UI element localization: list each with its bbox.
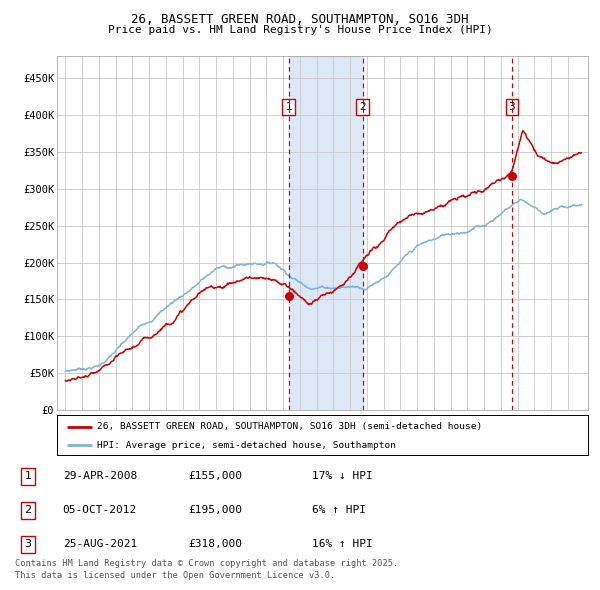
Text: 2: 2 xyxy=(359,103,366,112)
Text: 25-AUG-2021: 25-AUG-2021 xyxy=(62,539,137,549)
Text: 1: 1 xyxy=(25,471,32,481)
Bar xyxy=(289,56,363,410)
Text: Contains HM Land Registry data © Crown copyright and database right 2025.: Contains HM Land Registry data © Crown c… xyxy=(15,559,398,568)
Text: £155,000: £155,000 xyxy=(188,471,242,481)
Text: 26, BASSETT GREEN ROAD, SOUTHAMPTON, SO16 3DH (semi-detached house): 26, BASSETT GREEN ROAD, SOUTHAMPTON, SO1… xyxy=(97,422,482,431)
Text: 3: 3 xyxy=(508,103,515,112)
Text: 2: 2 xyxy=(25,505,32,515)
Text: This data is licensed under the Open Government Licence v3.0.: This data is licensed under the Open Gov… xyxy=(15,571,335,579)
Text: 29-APR-2008: 29-APR-2008 xyxy=(62,471,137,481)
Text: 6% ↑ HPI: 6% ↑ HPI xyxy=(311,505,365,515)
Text: 16% ↑ HPI: 16% ↑ HPI xyxy=(311,539,372,549)
Text: 17% ↓ HPI: 17% ↓ HPI xyxy=(311,471,372,481)
Text: 3: 3 xyxy=(25,539,32,549)
Text: £195,000: £195,000 xyxy=(188,505,242,515)
Text: 26, BASSETT GREEN ROAD, SOUTHAMPTON, SO16 3DH: 26, BASSETT GREEN ROAD, SOUTHAMPTON, SO1… xyxy=(131,13,469,26)
Text: HPI: Average price, semi-detached house, Southampton: HPI: Average price, semi-detached house,… xyxy=(97,441,396,450)
Text: 05-OCT-2012: 05-OCT-2012 xyxy=(62,505,137,515)
Text: £318,000: £318,000 xyxy=(188,539,242,549)
Text: Price paid vs. HM Land Registry's House Price Index (HPI): Price paid vs. HM Land Registry's House … xyxy=(107,25,493,35)
Text: 1: 1 xyxy=(286,103,292,112)
